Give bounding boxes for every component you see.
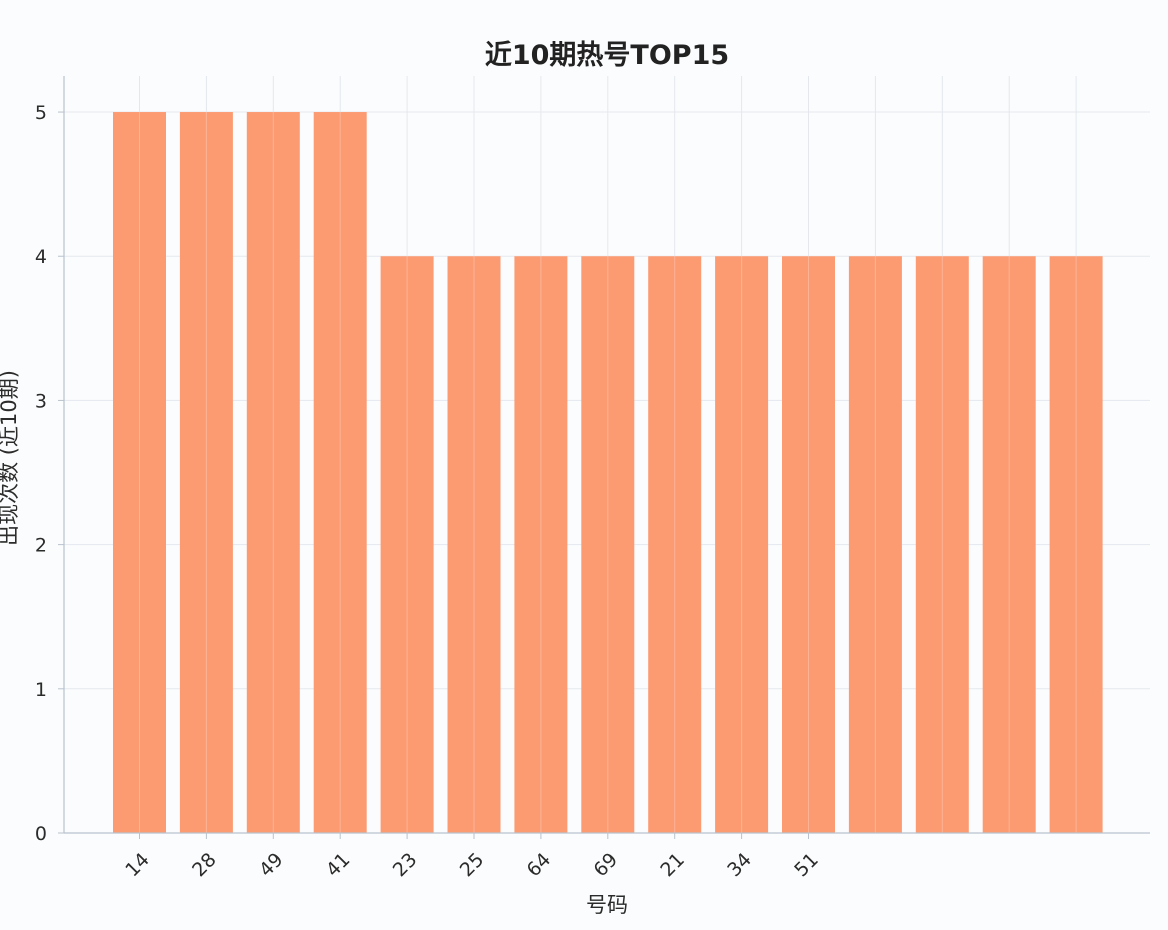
y-tick-label-0: 0	[35, 823, 47, 845]
axes	[63, 76, 1150, 834]
y-tick-label-2: 2	[35, 535, 47, 557]
bar-2	[246, 112, 300, 834]
y-tick-label-3: 3	[35, 390, 47, 412]
bar-10	[782, 256, 835, 833]
bar-7	[581, 256, 635, 833]
bar-3	[313, 112, 367, 834]
bar-8	[648, 256, 702, 833]
bar-12	[915, 256, 969, 833]
x-tick-label-0: 14	[121, 849, 154, 882]
y-tick-label-5: 5	[35, 102, 47, 124]
bars	[113, 112, 1103, 834]
bar-9	[715, 256, 769, 833]
x-tick-label-6: 64	[523, 849, 556, 882]
x-tick-label-10: 51	[790, 849, 823, 882]
x-tick-labels: 14 28 49 41 23 25 64 69 21 34 51	[121, 833, 823, 881]
y-tick-label-1: 1	[35, 679, 47, 701]
bar-0	[113, 112, 166, 834]
x-tick-label-5: 25	[456, 849, 489, 882]
x-tick-label-4: 23	[389, 849, 422, 882]
bar-13	[982, 256, 1036, 833]
x-axis-label: 号码	[586, 893, 628, 917]
x-tick-label-2: 49	[255, 849, 288, 882]
bar-5	[447, 256, 501, 833]
bar-4	[380, 256, 434, 833]
bar-14	[1049, 256, 1103, 833]
y-tick-labels: 0 1 2 3 4 5	[35, 102, 47, 845]
x-tick-label-9: 34	[723, 849, 756, 882]
chart-title: 近10期热号TOP15	[485, 40, 729, 71]
bar-1	[179, 112, 233, 834]
y-tick-label-4: 4	[35, 246, 47, 268]
bar-6	[514, 256, 568, 833]
x-tick-label-1: 28	[188, 849, 221, 882]
bar-11	[848, 256, 902, 833]
x-tick-label-3: 41	[322, 849, 355, 882]
y-axis-label: 出现次数 (近10期)	[0, 370, 21, 546]
x-tick-label-8: 21	[656, 849, 689, 882]
x-tick-label-7: 69	[589, 849, 622, 882]
